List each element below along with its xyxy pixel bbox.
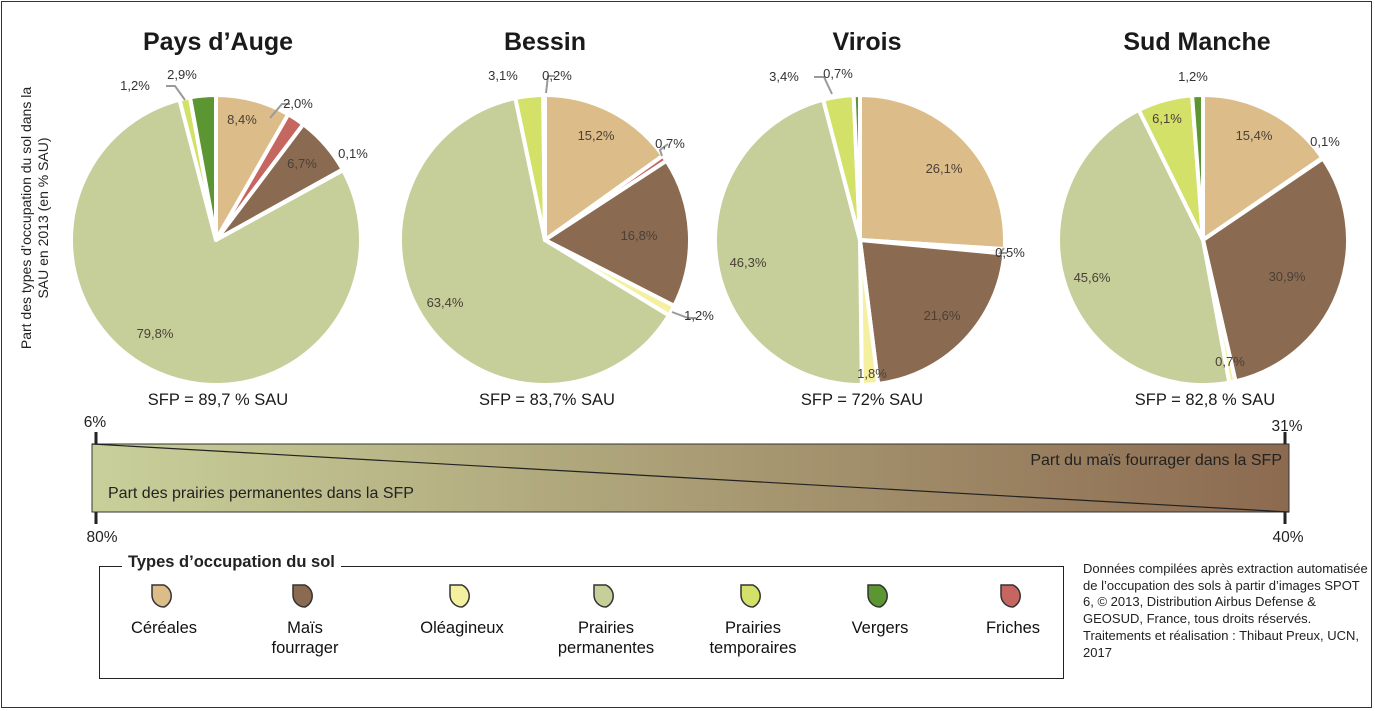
pie-title-bessin: Bessin bbox=[504, 28, 586, 56]
slice-label-bessin-prairies-temporaires: 3,1% bbox=[488, 68, 518, 83]
scale-bottom-left-label: 80% bbox=[86, 529, 117, 546]
legend-label-line: Prairies bbox=[578, 619, 634, 637]
scale-top-right-label: 31% bbox=[1271, 418, 1302, 435]
pie-slice-bessin-mais-fourrager bbox=[543, 158, 692, 308]
legend-swatch-prairies_temporaires bbox=[740, 584, 761, 608]
slice-label-sud-manche-prairies-temporaires: 6,1% bbox=[1152, 111, 1182, 126]
slice-label-pays-d-auge-cereales: 8,4% bbox=[227, 112, 257, 127]
pie-title-virois: Virois bbox=[832, 28, 901, 56]
pie-slice-bessin-cereales bbox=[543, 93, 665, 242]
pie-chart-bessin: 15,2% 0,7% 16,8% 1,2% 63,4% 3,1% 0,2% Bessin SFP… bbox=[398, 28, 714, 409]
slice-label-bessin-prairies-permanentes: 63,4% bbox=[427, 295, 464, 310]
legend-label-line: Prairies bbox=[725, 619, 781, 637]
slice-label-virois-mais-fourrager: 21,6% bbox=[924, 308, 961, 323]
pie-slice-virois-mais-fourrager bbox=[858, 238, 1007, 386]
slice-label-virois-cereales: 26,1% bbox=[926, 161, 963, 176]
legend-swatch-cereales bbox=[151, 584, 172, 608]
pie-slice-sud-manche-prairies-permanentes bbox=[1056, 107, 1232, 387]
pie-slice-pays-d-auge-vergers bbox=[188, 93, 218, 242]
pie-slice-sud-manche-cereales bbox=[1201, 93, 1325, 242]
scale-bottom-right-label: 40% bbox=[1272, 529, 1303, 546]
gradient-scale: 6% 31% 80% 40% Part du maïs fourrager da… bbox=[84, 414, 1304, 546]
leader-line-pays-d-auge-friches bbox=[269, 103, 290, 119]
slice-label-virois-oleagineux: 1,8% bbox=[857, 366, 887, 381]
legend-item-mais-fourrager: Maïs fourrager bbox=[235, 583, 375, 658]
pie-footer-pays-d-auge: SFP = 89,7 % SAU bbox=[148, 391, 288, 409]
pie-title-sud-manche: Sud Manche bbox=[1123, 28, 1270, 56]
legend-label-line: Friches bbox=[985, 619, 1041, 637]
slice-label-virois-prairies-temporaires: 3,4% bbox=[769, 69, 799, 84]
gradient-diagonal bbox=[91, 443, 1290, 513]
legend-swatch-oleagineux bbox=[449, 584, 470, 608]
pie-slice-bessin-vergers bbox=[541, 92, 547, 242]
slice-label-sud-manche-prairies-permanentes: 45,6% bbox=[1074, 270, 1111, 285]
legend-item-oleagineux: Oléagineux bbox=[392, 583, 532, 638]
legend-swatch-prairies_permanentes bbox=[593, 584, 614, 608]
legend-swatch-vergers bbox=[867, 584, 888, 608]
slice-label-virois-prairies-permanentes: 46,3% bbox=[730, 255, 767, 270]
leader-line-pays-d-auge-prairies-temporaires bbox=[166, 85, 186, 101]
slice-label-pays-d-auge-oleagineux: 0,1% bbox=[338, 146, 368, 161]
slice-label-pays-d-auge-prairies-permanentes: 79,8% bbox=[137, 326, 174, 341]
pie-slice-bessin-prairies-permanentes bbox=[398, 96, 671, 388]
legend-swatch-friches bbox=[1000, 584, 1021, 608]
slice-label-bessin-mais-fourrager: 16,8% bbox=[621, 228, 658, 243]
legend-item-cereales: Céréales bbox=[94, 583, 234, 638]
pie-chart-sud-manche: 15,4% 0,1% 30,9% 0,7% 45,6% 6,1% 1,2% Sud Manch… bbox=[1056, 28, 1351, 409]
pie-slice-sud-manche-mais-fourrager bbox=[1201, 156, 1351, 384]
pie-footer-bessin: SFP = 83,7% SAU bbox=[479, 391, 615, 409]
slice-label-virois-vergers: 0,7% bbox=[823, 66, 853, 81]
pie-chart-virois: 26,1% 0,5% 21,6% 1,8% 46,3% 3,4% 0,7% Virois SFP… bbox=[713, 28, 1025, 409]
scale-prairies-label: Part des prairies permanentes dans la SF… bbox=[108, 485, 414, 502]
legend-swatch-mais_fourrager bbox=[292, 584, 313, 608]
pie-chart-pays-d-auge: 8,4% 2,0% 6,7% 0,1% 79,8% 1,2% 2,9% Pays d’Auge… bbox=[69, 28, 368, 409]
slice-label-sud-manche-mais-fourrager: 30,9% bbox=[1269, 269, 1306, 284]
legend-label-line: temporaires bbox=[709, 639, 797, 657]
scale-top-left-label: 6% bbox=[84, 414, 107, 431]
slice-label-bessin-cereales: 15,2% bbox=[578, 128, 615, 143]
legend-label-line: Vergers bbox=[851, 619, 909, 637]
leader-line-virois-friches bbox=[997, 247, 1007, 254]
pie-slice-pays-d-auge-prairies-permanentes bbox=[69, 97, 363, 387]
leader-line-bessin-friches bbox=[658, 143, 669, 157]
pie-title-pays-d-auge: Pays d’Auge bbox=[143, 28, 293, 56]
pie-slice-virois-cereales bbox=[858, 93, 1008, 252]
legend-item-prairies-temporaires: Prairies temporaires bbox=[683, 583, 823, 658]
scale-mais-label: Part du maïs fourrager dans la SFP bbox=[1030, 452, 1282, 469]
pie-slice-virois-vergers bbox=[851, 93, 862, 242]
slice-label-pays-d-auge-prairies-temporaires: 1,2% bbox=[120, 78, 150, 93]
legend-label-line: Oléagineux bbox=[420, 619, 504, 637]
slice-label-virois-friches: 0,5% bbox=[995, 245, 1025, 260]
slice-label-pays-d-auge-friches: 2,0% bbox=[283, 96, 313, 111]
slice-label-sud-manche-oleagineux: 0,7% bbox=[1215, 354, 1245, 369]
pie-footer-sud-manche: SFP = 82,8 % SAU bbox=[1135, 391, 1275, 409]
pie-footer-virois: SFP = 72% SAU bbox=[801, 391, 923, 409]
slice-label-bessin-oleagineux: 1,2% bbox=[684, 308, 714, 323]
pie-slice-virois-prairies-permanentes bbox=[713, 97, 864, 387]
source-note: Données compilées après extraction autom… bbox=[1083, 561, 1368, 660]
legend-label-line: Céréales bbox=[130, 619, 198, 637]
leader-line-bessin-vergers bbox=[545, 75, 555, 94]
legend-box bbox=[99, 566, 1064, 679]
legend-title: Types d’occupation du sol bbox=[122, 553, 341, 572]
legend-item-friches: Friches bbox=[943, 583, 1083, 638]
slice-label-pays-d-auge-vergers: 2,9% bbox=[167, 67, 197, 82]
legend-item-prairies-permanentes: Prairies permanentes bbox=[536, 583, 676, 658]
pie-slice-sud-manche-vergers bbox=[1190, 92, 1205, 242]
leader-line-virois-prairies-temporaires bbox=[814, 76, 833, 95]
legend-label-line: permanentes bbox=[557, 639, 655, 657]
leader-line-bessin-oleagineux bbox=[671, 311, 696, 319]
legend-label-line: Maïs bbox=[287, 619, 323, 637]
slice-label-sud-manche-friches: 0,1% bbox=[1310, 134, 1340, 149]
slice-label-sud-manche-cereales: 15,4% bbox=[1236, 128, 1273, 143]
slice-label-sud-manche-vergers: 1,2% bbox=[1178, 69, 1208, 84]
slice-label-bessin-friches: 0,7% bbox=[655, 136, 685, 151]
slice-label-bessin-vergers: 0,2% bbox=[542, 68, 572, 83]
slice-label-pays-d-auge-mais-fourrager: 6,7% bbox=[287, 156, 317, 171]
legend-label-line: fourrager bbox=[271, 639, 339, 657]
legend-item-vergers: Vergers bbox=[810, 583, 950, 638]
